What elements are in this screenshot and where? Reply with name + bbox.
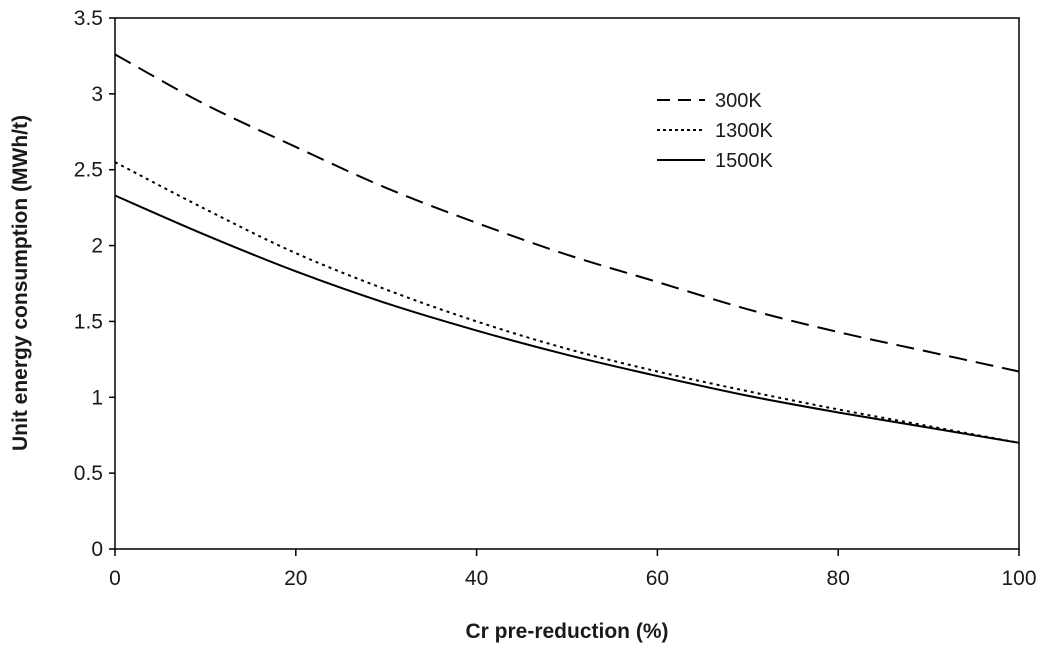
series-line-1500k: [114, 194, 1020, 444]
y-axis: 0 0.5 1 1.5 2 2.5 3 3.5: [74, 7, 115, 561]
legend-label: 300K: [715, 90, 762, 112]
y-tick-label: 2.5: [74, 159, 103, 182]
y-tick-label: 3.5: [74, 7, 103, 30]
series-layer: [114, 53, 1020, 444]
y-tick-label: 1: [91, 386, 103, 409]
x-tick-label: 20: [284, 567, 307, 590]
x-axis-title: Cr pre-reduction (%): [465, 620, 668, 643]
legend: 300K 1300K 1500K: [657, 90, 773, 172]
x-tick-label: 60: [646, 567, 669, 590]
y-tick-label: 3: [91, 83, 103, 106]
x-tick-label: 80: [827, 567, 850, 590]
x-tick-label: 100: [1001, 567, 1036, 590]
legend-label: 1300K: [715, 120, 773, 142]
x-tick-label: 40: [465, 567, 488, 590]
y-tick-label: 2: [91, 235, 103, 258]
series-line-300k: [114, 53, 1020, 373]
x-axis: 0 20 40 60 80 100: [109, 549, 1037, 590]
y-tick-label: 1.5: [74, 310, 103, 333]
y-axis-title: Unit energy consumption (MWh/t): [9, 115, 32, 451]
x-tick-label: 0: [109, 567, 121, 590]
y-tick-label: 0: [91, 538, 103, 561]
series-line-1300k: [114, 161, 1020, 444]
y-tick-label: 0.5: [74, 462, 103, 485]
plot-frame: [114, 17, 1020, 550]
legend-label: 1500K: [715, 150, 773, 172]
